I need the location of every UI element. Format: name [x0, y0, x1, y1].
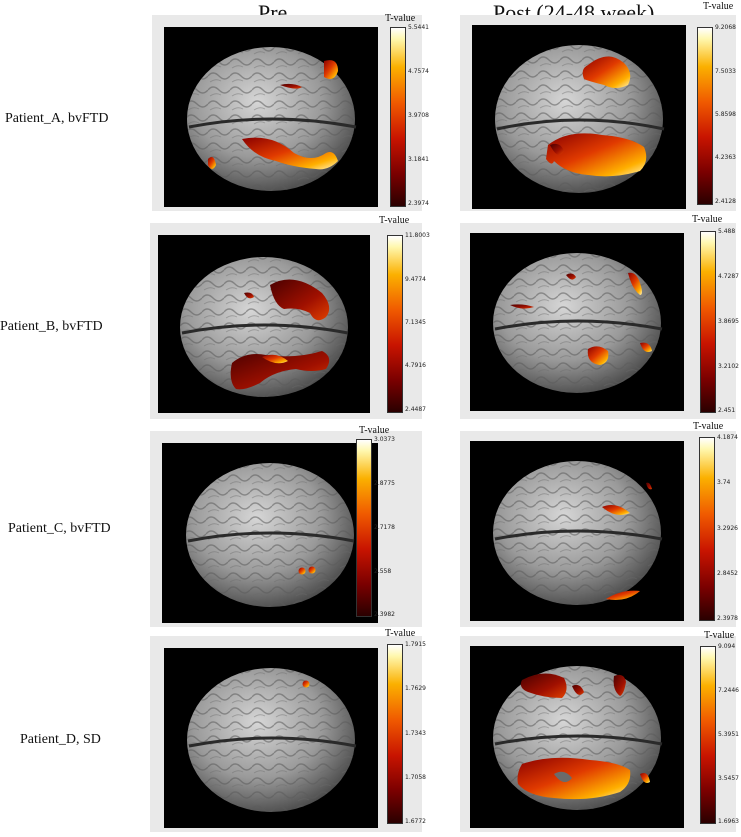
brain-scan-image: [162, 443, 378, 623]
brain-scan-image: [472, 25, 686, 209]
panel-patient-c-pre: T-value 3.0373 2.8775 2.7178 2.558 2.398…: [150, 425, 422, 627]
colorbar-tick: 1.7058: [405, 774, 426, 781]
colorbar-tick: 4.1874: [717, 434, 738, 441]
row-label-patient-b: Patient_B, bvFTD: [0, 319, 103, 334]
colorbar-tick: 5.3951: [718, 731, 739, 738]
colorbar-tick: 1.7629: [405, 685, 426, 692]
colorbar-tick: 2.4487: [405, 406, 426, 413]
colorbar: [387, 644, 403, 824]
colorbar-tick: 2.3982: [374, 611, 395, 618]
brain-scan-image: [470, 233, 684, 411]
colorbar-tick: 4.2363: [715, 154, 736, 161]
panel-patient-a-post: T-value 9.2068 7.5033 5.8598 4.2363 2.41…: [460, 1, 736, 211]
colorbar-title: T-value: [385, 13, 416, 24]
colorbar: [356, 439, 372, 617]
colorbar-tick: 3.9708: [408, 112, 429, 119]
colorbar-tick: 1.6772: [405, 818, 426, 825]
panel-patient-c-post: T-value 4.1874 3.74 3.2926 2.8452 2.3978: [460, 421, 738, 627]
colorbar-tick: 3.2926: [717, 525, 738, 532]
colorbar: [390, 27, 406, 207]
colorbar: [699, 437, 715, 621]
colorbar-tick: 2.3974: [408, 200, 429, 207]
colorbar-tick: 7.2446: [718, 687, 739, 694]
colorbar-tick: 2.3978: [717, 615, 738, 622]
panel-patient-b-post: T-value 5.488 4.7287 3.8695 3.2102 2.451: [460, 214, 739, 419]
colorbar-tick: 1.7343: [405, 730, 426, 737]
colorbar-tick: 9.4774: [405, 276, 426, 283]
colorbar-tick: 4.7916: [405, 362, 426, 369]
colorbar: [700, 646, 716, 824]
row-label-patient-d: Patient_D, SD: [20, 732, 101, 747]
colorbar-tick: 5.488: [718, 228, 736, 235]
colorbar-tick: 9.094: [718, 643, 736, 650]
brain-scan-image: [164, 648, 378, 828]
panel-patient-d-post: T-value 9.094 7.2446 5.3951 3.5457 1.696…: [460, 630, 739, 832]
colorbar-tick: 1.7915: [405, 641, 426, 648]
colorbar-title: T-value: [359, 425, 390, 436]
colorbar-tick: 3.0373: [374, 436, 395, 443]
row-label-patient-a: Patient_A, bvFTD: [5, 111, 109, 126]
colorbar-tick: 4.7574: [408, 68, 429, 75]
panel-patient-d-pre: T-value 1.7915 1.7629 1.7343 1.7058 1.67…: [150, 628, 426, 832]
colorbar-tick: 2.558: [374, 568, 392, 575]
brain-scan-image: [164, 27, 378, 207]
colorbar-tick: 2.8452: [717, 570, 738, 577]
colorbar-title: T-value: [704, 630, 735, 641]
colorbar-tick: 7.1345: [405, 319, 426, 326]
row-label-patient-c: Patient_C, bvFTD: [8, 521, 111, 536]
colorbar-tick: 2.7178: [374, 524, 395, 531]
colorbar-title: T-value: [693, 421, 724, 432]
colorbar-tick: 11.8003: [405, 232, 430, 239]
panel-patient-b-pre: T-value 11.8003 9.4774 7.1345 4.7916 2.4…: [150, 215, 430, 419]
panel-patient-a-pre: T-value 5.5441 4.7574 3.9708 3.1841 2.39…: [152, 13, 429, 211]
colorbar-tick: 5.5441: [408, 24, 429, 31]
colorbar-title: T-value: [703, 1, 734, 12]
colorbar-tick: 3.74: [717, 479, 731, 486]
colorbar-tick: 5.8598: [715, 111, 736, 118]
colorbar-tick: 2.8775: [374, 480, 395, 487]
colorbar-tick: 2.4128: [715, 198, 736, 205]
colorbar: [700, 231, 716, 413]
brain-scan-image: [470, 441, 684, 621]
colorbar-tick: 9.2068: [715, 24, 736, 31]
colorbar-tick: 3.1841: [408, 156, 429, 163]
colorbar: [387, 235, 403, 413]
brain-scan-image: [470, 646, 684, 828]
brain-scan-image: [158, 235, 370, 413]
colorbar-tick: 1.6963: [718, 818, 739, 825]
colorbar-tick: 3.8695: [718, 318, 739, 325]
colorbar-tick: 3.5457: [718, 775, 739, 782]
colorbar-title: T-value: [385, 628, 416, 639]
colorbar-tick: 2.451: [718, 407, 736, 414]
colorbar-tick: 3.2102: [718, 363, 739, 370]
colorbar-title: T-value: [692, 214, 723, 225]
colorbar-title: T-value: [379, 215, 410, 226]
colorbar-tick: 7.5033: [715, 68, 736, 75]
colorbar-tick: 4.7287: [718, 273, 739, 280]
colorbar: [697, 27, 713, 205]
